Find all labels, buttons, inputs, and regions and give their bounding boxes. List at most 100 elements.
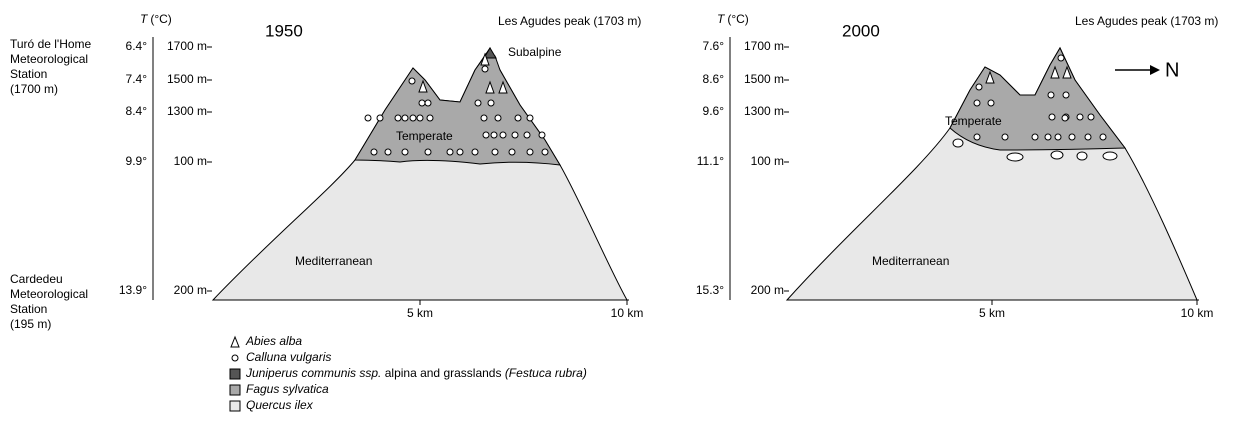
- station-label: Cardedeu: [10, 272, 63, 286]
- calluna-symbol: [425, 149, 431, 155]
- calluna-symbol: [475, 100, 481, 106]
- calluna-patch: [1007, 153, 1023, 161]
- calluna-symbol: [1002, 134, 1008, 140]
- calluna-symbol: [402, 115, 408, 121]
- calluna-symbol: [457, 149, 463, 155]
- station-label: (1700 m): [10, 82, 58, 96]
- calluna-symbol: [410, 115, 416, 121]
- legend-quercus: [230, 401, 240, 411]
- calluna-symbol: [417, 115, 423, 121]
- calluna-symbol: [1077, 114, 1083, 120]
- calluna-symbol: [988, 100, 994, 106]
- temperature-label: 8.4°: [126, 104, 148, 118]
- calluna-symbol: [419, 100, 425, 106]
- temp-symbol: T: [717, 12, 726, 26]
- legend-label-part: (Festuca rubra): [505, 366, 587, 380]
- calluna-symbol: [527, 115, 533, 121]
- altitude-label: 1700 m: [744, 39, 784, 53]
- calluna-symbol: [409, 78, 415, 84]
- altitude-label: 200 m: [751, 283, 784, 297]
- calluna-symbol: [1032, 134, 1038, 140]
- temperature-label: 15.3°: [696, 283, 724, 297]
- zone-label: Temperate: [396, 129, 453, 143]
- calluna-symbol: [1062, 115, 1068, 121]
- calluna-symbol: [1049, 114, 1055, 120]
- calluna-symbol: [371, 149, 377, 155]
- calluna-symbol: [515, 115, 521, 121]
- station-label: Station: [10, 67, 47, 81]
- temperature-label: 6.4°: [126, 39, 148, 53]
- temperature-label: 7.6°: [703, 39, 725, 53]
- year-label: 1950: [265, 21, 303, 40]
- calluna-symbol: [1085, 134, 1091, 140]
- legend-label: Fagus sylvatica: [246, 382, 329, 396]
- calluna-symbol: [447, 149, 453, 155]
- calluna-symbol: [500, 132, 506, 138]
- north-arrowhead: [1150, 65, 1160, 75]
- temperature-label: 7.4°: [126, 72, 148, 86]
- temperature-label: 9.6°: [703, 104, 725, 118]
- zone-label: Subalpine: [508, 45, 562, 59]
- distance-label: 5 km: [407, 306, 433, 320]
- north-label: N: [1165, 59, 1179, 81]
- calluna-symbol: [491, 132, 497, 138]
- peak-label: Les Agudes peak (1703 m): [1075, 14, 1218, 28]
- calluna-symbol: [1058, 55, 1064, 61]
- distance-label: 10 km: [611, 306, 644, 320]
- calluna-patch: [1103, 152, 1117, 160]
- legend-label: Abies alba: [245, 334, 302, 348]
- calluna-symbol: [395, 115, 401, 121]
- calluna-symbol: [524, 132, 530, 138]
- calluna-symbol: [1055, 134, 1061, 140]
- calluna-symbol: [527, 149, 533, 155]
- calluna-symbol: [377, 115, 383, 121]
- calluna-symbol: [385, 149, 391, 155]
- calluna-symbol: [427, 115, 433, 121]
- temperature-label: 9.9°: [126, 154, 148, 168]
- temp-axis-label: T(°C): [717, 12, 749, 26]
- calluna-symbol: [1063, 92, 1069, 98]
- temperature-label: 8.6°: [703, 72, 725, 86]
- zone-label: Mediterranean: [295, 254, 372, 268]
- calluna-symbol: [1045, 134, 1051, 140]
- altitude-label: 1700 m: [167, 39, 207, 53]
- zone-label: Mediterranean: [872, 254, 949, 268]
- calluna-symbol: [488, 100, 494, 106]
- legend-label: Juniperus communis ssp. alpina and grass…: [245, 366, 587, 380]
- calluna-symbol: [365, 115, 371, 121]
- altitude-label: 1300 m: [167, 104, 207, 118]
- altitude-label: 1500 m: [167, 72, 207, 86]
- calluna-patch: [953, 139, 963, 147]
- altitude-label: 1500 m: [744, 72, 784, 86]
- station-label: (195 m): [10, 317, 51, 331]
- distance-label: 5 km: [979, 306, 1005, 320]
- temperature-label: 13.9°: [119, 283, 147, 297]
- calluna-symbol: [1088, 114, 1094, 120]
- legend-label-part: alpina and grasslands: [381, 366, 504, 380]
- calluna-symbol: [402, 149, 408, 155]
- calluna-symbol: [974, 100, 980, 106]
- calluna-symbol: [472, 149, 478, 155]
- temp-unit: (°C): [727, 12, 748, 26]
- calluna-symbol: [482, 66, 488, 72]
- legend-label-part: Juniperus communis ssp.: [245, 366, 381, 380]
- temp-unit: (°C): [150, 12, 171, 26]
- calluna-symbol: [976, 84, 982, 90]
- calluna-symbol: [509, 149, 515, 155]
- calluna-symbol: [512, 132, 518, 138]
- temperature-label: 11.1°: [697, 154, 724, 168]
- altitude-label: 200 m: [174, 283, 207, 297]
- legend-fagus: [230, 385, 240, 395]
- peak-label: Les Agudes peak (1703 m): [498, 14, 641, 28]
- legend-label: Quercus ilex: [246, 398, 314, 412]
- calluna-symbol: [1048, 92, 1054, 98]
- calluna-patch: [1077, 152, 1087, 160]
- calluna-symbol: [425, 100, 431, 106]
- calluna-symbol: [542, 149, 548, 155]
- legend-calluna: [232, 355, 238, 361]
- station-label: Turó de l'Home: [10, 37, 92, 51]
- calluna-symbol: [492, 149, 498, 155]
- temp-symbol: T: [140, 12, 149, 26]
- altitude-label: 100 m: [174, 154, 207, 168]
- temp-axis-label: T(°C): [140, 12, 172, 26]
